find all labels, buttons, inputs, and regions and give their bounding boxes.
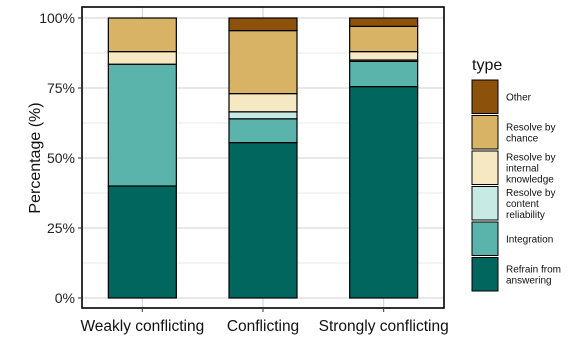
y-tick-label: 100%	[39, 10, 75, 26]
legend-key	[471, 221, 499, 256]
legend-key	[471, 115, 499, 150]
legend-label: Other	[506, 92, 532, 103]
legend-label: Integration	[506, 234, 553, 245]
bar-segment	[349, 17, 419, 27]
bar-segment	[228, 118, 298, 144]
legend-label: Resolve by internal knowledge	[506, 152, 555, 185]
bar-segment	[228, 111, 298, 120]
bar-segment	[349, 60, 419, 88]
bar-segment	[349, 50, 419, 61]
legend-label: Resolve by chance	[506, 122, 555, 144]
legend-key	[471, 79, 499, 114]
legend-label: Resolve by content reliability	[506, 188, 555, 221]
y-axis-ticks: 0% 25% 50% 75% 100%	[39, 10, 82, 306]
y-tick-label: 75%	[47, 80, 75, 96]
legend-key	[471, 257, 499, 292]
bar-segment	[228, 17, 298, 32]
y-axis-label: Percentage (%)	[27, 102, 44, 213]
y-tick-label: 25%	[47, 220, 75, 236]
legend-title: type	[472, 57, 502, 74]
bar-segment	[228, 92, 298, 113]
bar-segment	[228, 142, 298, 299]
legend-key	[471, 150, 499, 185]
x-tick-label: Conflicting	[227, 318, 299, 335]
x-tick-label: Weakly conflicting	[80, 318, 204, 335]
bar-segment	[107, 185, 177, 299]
legend: type Other Resolve by chance Resolve by inte…	[471, 57, 561, 292]
y-tick-label: 0%	[55, 290, 75, 306]
bar-segment	[349, 85, 419, 299]
legend-label: Refrain from answering	[506, 264, 561, 286]
bar-segment	[107, 17, 177, 53]
legend-key	[471, 186, 499, 221]
bar-segment	[107, 63, 177, 187]
bar-segment	[107, 50, 177, 65]
bar-segment	[349, 25, 419, 53]
bars	[107, 17, 419, 299]
x-tick-label: Strongly conflicting	[319, 318, 449, 335]
bar-segment	[228, 30, 298, 95]
y-tick-label: 50%	[47, 150, 75, 166]
x-axis-ticks: Weakly conflicting Conflicting Strongly co…	[80, 308, 449, 335]
